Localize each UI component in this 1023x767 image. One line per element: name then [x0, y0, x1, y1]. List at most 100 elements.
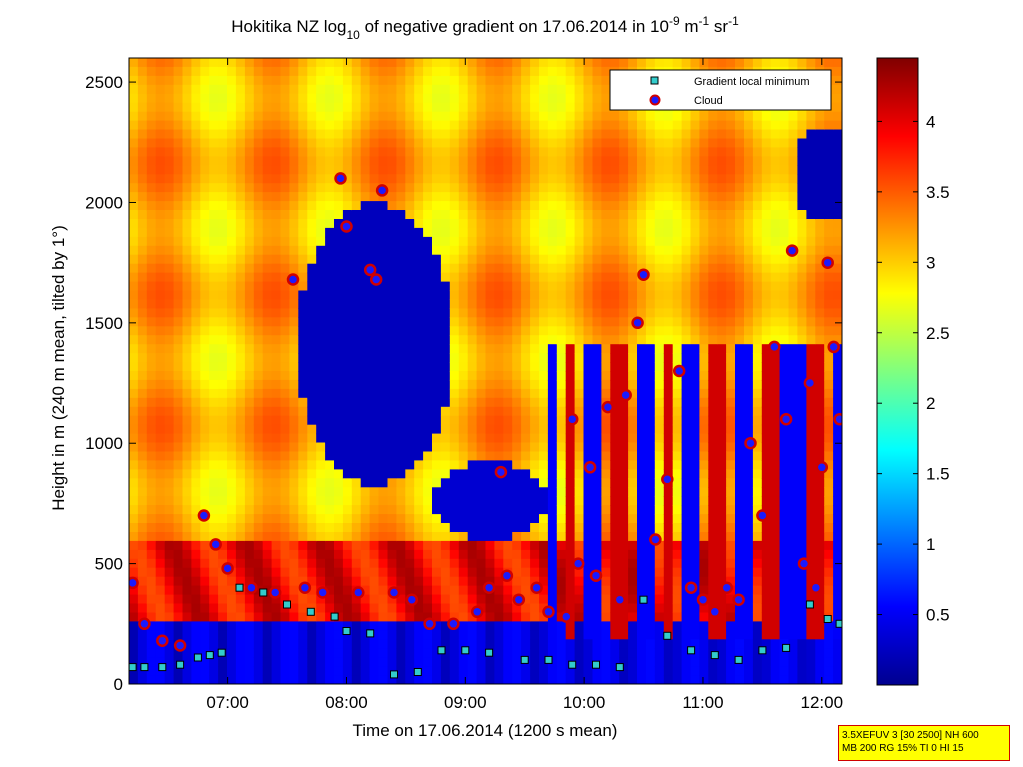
heatmap-cell: [307, 523, 317, 533]
heatmap-cell: [761, 290, 772, 300]
heatmap-cell: [432, 496, 442, 506]
heatmap-cell: [298, 111, 308, 122]
heatmap-cell: [387, 657, 397, 667]
heatmap-cell: [628, 308, 638, 318]
heatmap-cell: [218, 219, 228, 229]
heatmap-cell: [726, 612, 736, 622]
heatmap-cell: [173, 621, 184, 631]
heatmap-cell: [645, 487, 656, 497]
heatmap-cell: [512, 58, 522, 68]
heatmap-cell: [369, 496, 380, 506]
heatmap-cell: [369, 236, 380, 247]
heatmap-cell: [378, 505, 388, 515]
heatmap-cell: [494, 630, 504, 640]
heatmap-cell: [521, 210, 531, 220]
heatmap-cell: [209, 675, 219, 684]
heatmap-cell: [699, 147, 709, 157]
heatmap-cell: [173, 263, 184, 274]
heatmap-cell: [503, 245, 513, 256]
heatmap-cell: [244, 523, 255, 533]
heatmap-cell: [681, 630, 692, 640]
heatmap-cell: [440, 299, 451, 309]
heatmap-cell: [155, 156, 166, 166]
heatmap-cell: [387, 532, 397, 542]
heatmap-cell: [200, 156, 210, 166]
heatmap-cell: [467, 353, 478, 363]
heatmap-cell: [235, 648, 246, 658]
heatmap-cell: [690, 540, 700, 551]
heatmap-cell: [735, 210, 745, 220]
heatmap-cell: [476, 469, 487, 479]
heatmap-cell: [235, 505, 246, 515]
heatmap-cell: [200, 532, 210, 542]
heatmap-cell: [752, 478, 763, 488]
heatmap-cell: [137, 505, 148, 515]
heatmap-cell: [672, 657, 683, 667]
heatmap-cell: [717, 505, 727, 515]
heatmap-cell: [735, 576, 745, 587]
heatmap-cell: [129, 523, 139, 533]
heatmap-cell: [414, 326, 424, 336]
heatmap-cell: [628, 496, 638, 506]
heatmap-cell: [449, 227, 460, 238]
heatmap-cell: [218, 576, 228, 587]
heatmap-cell: [253, 245, 264, 256]
heatmap-cell: [458, 362, 469, 372]
heatmap-cell: [182, 353, 192, 363]
heatmap-cell: [360, 290, 371, 300]
heatmap-cell: [342, 487, 353, 497]
heatmap-cell: [414, 371, 424, 381]
heatmap-cell: [663, 585, 674, 596]
heatmap-cell: [547, 111, 558, 122]
heatmap-cell: [334, 612, 344, 622]
heatmap-cell: [378, 514, 388, 524]
heatmap-cell: [744, 603, 754, 613]
heatmap-cell: [503, 102, 513, 113]
heatmap-cell: [155, 424, 166, 435]
heatmap-cell: [396, 219, 406, 229]
heatmap-cell: [191, 281, 201, 292]
heatmap-cell: [432, 388, 442, 399]
heatmap-cell: [512, 397, 522, 408]
heatmap-cell: [191, 317, 201, 327]
heatmap-cell: [574, 532, 585, 542]
heatmap-cell: [155, 585, 166, 596]
heatmap-cell: [440, 478, 451, 488]
heatmap-cell: [449, 254, 460, 265]
heatmap-cell: [378, 558, 388, 569]
heatmap-cell: [396, 388, 406, 399]
heatmap-cell: [672, 129, 683, 139]
heatmap-cell: [360, 120, 371, 131]
heatmap-cell: [325, 66, 335, 77]
heatmap-cell: [458, 174, 469, 184]
heatmap-cell: [307, 156, 317, 166]
heatmap-cell: [146, 308, 157, 318]
heatmap-cell: [342, 612, 353, 622]
heatmap-cell: [547, 156, 558, 166]
heatmap-cell: [672, 219, 683, 229]
heatmap-cell: [539, 344, 549, 354]
heatmap-cell: [458, 75, 469, 86]
heatmap-cell: [672, 183, 683, 193]
heatmap-cell: [316, 540, 326, 551]
heatmap-cell: [155, 75, 166, 86]
heatmap-cell: [173, 594, 184, 605]
heatmap-cell: [414, 210, 424, 220]
heatmap-cell: [218, 523, 228, 533]
heatmap-cell: [681, 58, 692, 68]
heatmap-cell: [387, 299, 397, 309]
heatmap-cell: [592, 585, 602, 596]
heatmap-cell: [298, 388, 308, 399]
heatmap-cell: [717, 210, 727, 220]
heatmap-cell: [735, 675, 745, 684]
heatmap-cell: [440, 371, 451, 381]
heatmap-cell: [583, 353, 593, 363]
heatmap-cell: [458, 621, 469, 631]
heatmap-cell: [449, 648, 460, 658]
heatmap-cell: [583, 272, 593, 283]
heatmap-cell: [530, 353, 540, 363]
heatmap-cell: [129, 281, 139, 292]
heatmap-cell: [440, 505, 451, 515]
heatmap-cell: [708, 111, 718, 122]
heatmap-cell: [218, 415, 228, 426]
